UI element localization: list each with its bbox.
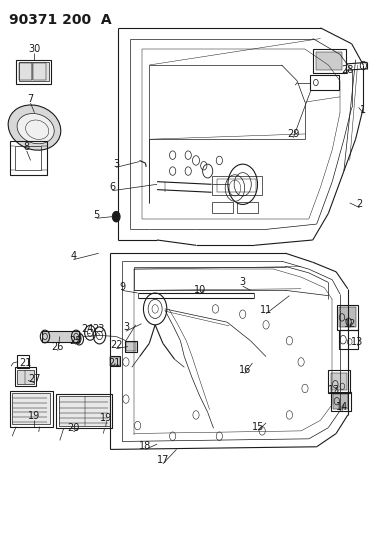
Bar — [332, 373, 347, 390]
Text: 11: 11 — [260, 305, 272, 315]
Bar — [18, 62, 49, 82]
Bar — [111, 357, 120, 365]
Text: 7: 7 — [27, 94, 34, 104]
Bar — [332, 392, 351, 411]
Bar — [339, 330, 358, 349]
Bar — [310, 75, 339, 91]
Bar — [313, 49, 346, 73]
Text: 8: 8 — [24, 142, 30, 152]
Bar — [125, 341, 137, 352]
Bar — [17, 370, 34, 384]
Text: 26: 26 — [52, 342, 64, 352]
Text: 18: 18 — [139, 441, 152, 451]
Text: 9: 9 — [119, 281, 125, 292]
Circle shape — [113, 212, 120, 222]
Text: 30: 30 — [28, 44, 41, 54]
Bar — [212, 176, 262, 195]
Text: 3: 3 — [123, 322, 129, 333]
Text: 17: 17 — [157, 455, 169, 465]
Bar — [333, 394, 348, 409]
Bar — [12, 393, 51, 424]
Text: 90371 200  A: 90371 200 A — [9, 13, 112, 27]
Text: 15: 15 — [252, 422, 265, 432]
Text: 14: 14 — [336, 402, 348, 412]
Text: 10: 10 — [194, 285, 206, 295]
Bar — [15, 146, 42, 170]
Bar — [16, 60, 51, 84]
Bar — [33, 63, 46, 80]
Bar — [212, 202, 233, 214]
Bar — [237, 202, 258, 214]
Text: 1: 1 — [360, 104, 367, 115]
Bar — [15, 367, 36, 386]
Text: 13: 13 — [328, 384, 340, 394]
Bar — [110, 356, 120, 366]
Bar — [218, 179, 256, 192]
Ellipse shape — [17, 114, 54, 144]
Text: 16: 16 — [238, 365, 251, 375]
Text: 20: 20 — [67, 423, 80, 433]
Text: 21: 21 — [19, 358, 32, 368]
Text: 25: 25 — [69, 336, 82, 346]
Text: 24: 24 — [81, 324, 93, 334]
Bar — [10, 141, 47, 175]
Text: 5: 5 — [94, 209, 100, 220]
Text: 3: 3 — [113, 159, 119, 168]
Text: 19: 19 — [28, 411, 41, 421]
Bar — [339, 308, 356, 327]
Bar — [56, 394, 113, 428]
Text: 27: 27 — [28, 374, 41, 384]
Text: 28: 28 — [341, 66, 354, 75]
Bar — [316, 52, 342, 70]
Bar — [17, 355, 29, 368]
Text: 13: 13 — [351, 337, 364, 347]
Text: 4: 4 — [70, 251, 76, 261]
Bar — [328, 370, 350, 393]
Bar — [126, 342, 136, 351]
Text: 29: 29 — [287, 129, 299, 139]
Ellipse shape — [8, 105, 61, 150]
Text: 19: 19 — [100, 413, 113, 423]
Text: 3: 3 — [240, 277, 246, 287]
Text: 22: 22 — [110, 340, 122, 350]
Bar — [59, 397, 110, 425]
Bar — [10, 391, 53, 426]
Bar — [42, 331, 79, 342]
Text: 6: 6 — [109, 182, 115, 192]
Text: 2: 2 — [356, 199, 363, 209]
Text: 23: 23 — [93, 324, 105, 334]
Bar — [337, 305, 358, 330]
Text: 12: 12 — [343, 319, 356, 329]
Bar — [19, 63, 32, 80]
Text: 21: 21 — [108, 358, 120, 368]
